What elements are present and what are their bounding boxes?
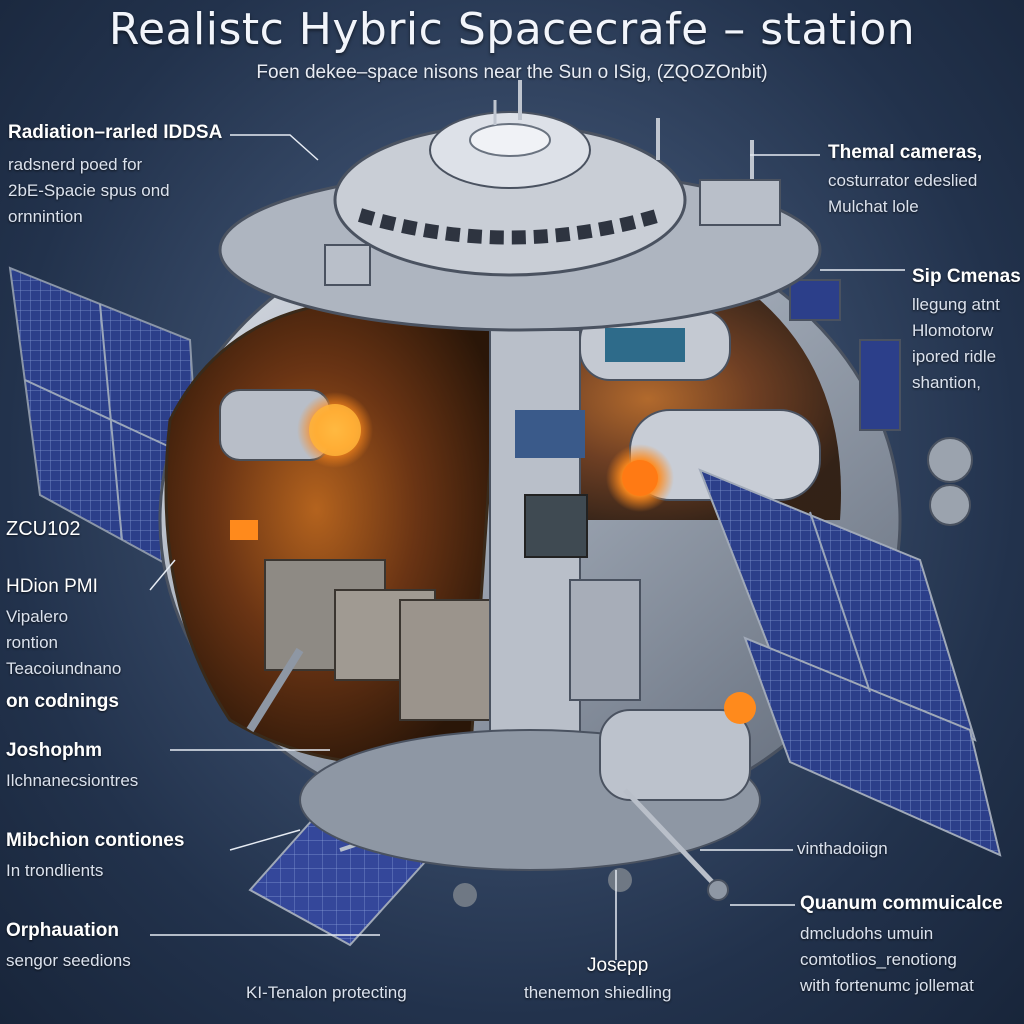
label-orphauation-title: Orphauation: [6, 920, 119, 941]
label-thermal-line: costurrator edeslied: [828, 171, 978, 190]
label-orphauation-line: sengor seedions: [6, 951, 131, 970]
label-quantum-line: comtotlios_renotiong: [800, 950, 957, 969]
label-radiation-line: radsnerd poed for: [8, 155, 143, 174]
label-thermal-lines: costurrator edeslied Mulchat lole: [828, 168, 977, 220]
label-hdion-line: rontion: [6, 633, 58, 652]
label-mibchion-title: Mibchion contiones: [6, 830, 185, 851]
label-radiation-title: Radiation–rarled IDDSA: [8, 122, 223, 143]
label-hdion-title: HDion PMI: [6, 576, 98, 597]
top-dome: [218, 80, 822, 332]
label-radiation-line: ornnintion: [8, 207, 83, 226]
poster-subtitle: Foen dekee–space nisons near the Sun o I…: [256, 62, 768, 83]
label-quantum-line: dmcludohs umuin: [800, 924, 934, 943]
label-sip-title: Sip Cmenas: [912, 266, 1021, 287]
label-kit: KI-Tenalon protecting: [246, 983, 407, 1002]
label-zcu: ZCU102: [6, 518, 81, 540]
label-josepp-title: Josepp: [587, 955, 649, 976]
label-quantum-line: with fortenumc jollemat: [800, 976, 974, 995]
label-thermal-line: Mulchat lole: [828, 197, 919, 216]
label-hdion-last: on codnings: [6, 691, 119, 712]
main-hull: [158, 208, 902, 871]
label-hdion-line: Teacoiundnano: [6, 659, 122, 678]
label-sip-line: shantion,: [912, 373, 981, 392]
poster-title: Realistc Hybric Spacecrafe – station: [108, 4, 916, 55]
label-radiation-lines: radsnerd poed for 2bE-Spacie spus ond or…: [8, 152, 170, 230]
label-joshophm-line: Ilchnanecsiontres: [6, 771, 139, 790]
label-mibchion-line: In trondlients: [6, 861, 104, 880]
label-sip-line: Hlomotorw: [912, 321, 994, 340]
label-hdion-line: Vipalero: [6, 607, 69, 626]
label-thermal-title: Themal cameras,: [828, 142, 983, 163]
label-quantum-title: Quanum commuicalce: [800, 893, 1003, 914]
label-vintha: vinthadoiign: [797, 839, 888, 858]
label-quantum-lines: dmcludohs umuin comtotlios_renotiong wit…: [800, 921, 974, 999]
right-solar-array: [698, 437, 1002, 857]
label-josepp-sub: thenemon shiedling: [524, 983, 672, 1002]
label-radiation-line: 2bE-Spacie spus ond: [8, 181, 170, 200]
label-joshophm-title: Joshophm: [6, 740, 103, 761]
label-hdion-lines: Vipalero rontion Teacoiundnano: [6, 604, 121, 682]
label-sip-line: llegung atnt: [912, 295, 1000, 314]
callout-lines: [149, 134, 905, 960]
label-sip-line: ipored ridle: [912, 347, 997, 366]
label-sip-lines: llegung atnt Hlomotorw ipored ridle shan…: [912, 292, 1000, 396]
probe-arm: [246, 647, 729, 907]
